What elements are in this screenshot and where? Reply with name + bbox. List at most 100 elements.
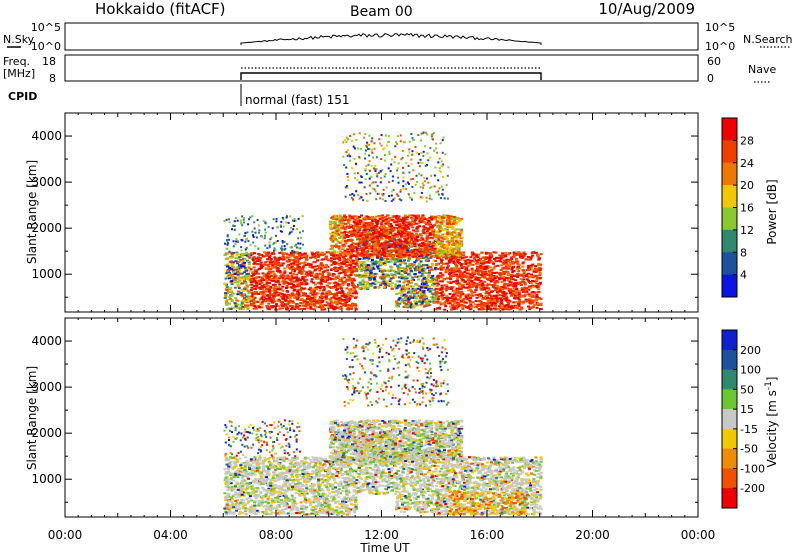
- echo-cell: [255, 275, 259, 278]
- echo-cell: [477, 279, 481, 282]
- echo-cell: [402, 290, 406, 293]
- echo-cell: [531, 299, 535, 302]
- echo-cell: [298, 285, 301, 288]
- echo-cell: [423, 253, 427, 256]
- echo-cell: [336, 288, 339, 290]
- echo-cell: [380, 270, 384, 273]
- echo-cell: [509, 293, 513, 296]
- echo-cell: [319, 267, 323, 270]
- echo-cell: [290, 278, 293, 281]
- echo-cell: [474, 294, 478, 296]
- echo-cell: [412, 306, 416, 309]
- echo-cell: [431, 237, 435, 240]
- echo-cell: [474, 276, 478, 279]
- echo-cell: [240, 265, 244, 268]
- echo-cell: [369, 278, 373, 281]
- echo-cell: [342, 304, 346, 307]
- date-title: 10/Aug/2009: [598, 0, 695, 18]
- echo-cell: [270, 274, 274, 277]
- echo-cell: [387, 275, 391, 278]
- echo-cell: [251, 259, 255, 262]
- echo-cell: [426, 276, 430, 279]
- echo-cell: [224, 258, 228, 260]
- echo-cell: [494, 288, 498, 291]
- echo-cell: [367, 231, 371, 234]
- echo-cell: [445, 269, 448, 272]
- echo-cell: [343, 273, 347, 275]
- echo-cell: [509, 305, 513, 308]
- echo-cell: [424, 287, 428, 289]
- echo-cell: [241, 275, 245, 278]
- echo-cell: [479, 270, 483, 273]
- echo-cell: [486, 273, 490, 276]
- echo-cell: [500, 299, 503, 301]
- echo-cell: [431, 281, 435, 284]
- echo-cell: [271, 279, 275, 282]
- echo-cell: [412, 304, 416, 306]
- echo-cell: [241, 299, 245, 302]
- echo-cell: [500, 264, 504, 267]
- freq-right-tick-top: 60: [707, 55, 721, 68]
- echo-cell: [494, 251, 498, 254]
- echo-cell: [391, 230, 395, 232]
- echo-cell: [397, 257, 401, 260]
- echo-cell: [411, 214, 415, 217]
- echo-cell: [315, 302, 319, 305]
- echo-cell: [337, 247, 341, 250]
- echo-cell: [318, 254, 322, 257]
- echo-cell: [302, 270, 306, 273]
- echo-cell: [249, 296, 253, 299]
- echo-cell: [371, 282, 375, 285]
- echo-cell: [345, 287, 349, 290]
- echo-cell: [290, 254, 294, 257]
- echo-cell: [362, 255, 365, 258]
- echo-cell: [511, 271, 515, 274]
- echo-cell: [430, 283, 434, 286]
- echo-cell: [456, 294, 460, 297]
- echo-cell: [480, 267, 484, 269]
- echo-cell: [248, 284, 252, 287]
- echo-cell: [440, 280, 444, 283]
- echo-cell: [433, 282, 437, 285]
- echo-cell: [244, 282, 248, 285]
- echo-cell: [307, 262, 311, 265]
- echo-cell: [478, 281, 482, 284]
- echo-cell: [251, 293, 255, 296]
- echo-cell: [390, 266, 394, 269]
- echo-cell: [513, 274, 517, 277]
- echo-cell: [498, 289, 502, 292]
- echo-cell: [224, 288, 228, 291]
- echo-cell: [333, 250, 337, 253]
- echo-cell: [421, 275, 425, 278]
- echo-cell: [389, 268, 393, 271]
- echo-cell: [336, 240, 340, 243]
- echo-cell: [240, 294, 244, 296]
- echo-cell: [449, 234, 452, 237]
- echo-cell: [446, 226, 450, 229]
- echo-cell: [486, 308, 490, 310]
- echo-cell: [236, 283, 240, 286]
- echo-cell: [487, 265, 491, 268]
- echo-cell: [325, 255, 328, 258]
- echo-cell: [461, 284, 465, 287]
- echo-cell: [456, 306, 460, 309]
- echo-cell: [426, 302, 430, 304]
- echo-cell: [297, 293, 300, 296]
- echo-cell: [496, 287, 500, 290]
- echo-cell: [226, 275, 230, 278]
- echo-cell: [514, 279, 518, 282]
- echo-cell: [242, 265, 246, 268]
- echo-cell: [255, 280, 259, 283]
- echo-cell: [451, 218, 455, 221]
- echo-cell: [348, 269, 352, 272]
- echo-cell: [229, 307, 233, 310]
- echo-cell: [421, 229, 425, 232]
- echo-cell: [451, 286, 455, 289]
- echo-cell: [480, 281, 484, 284]
- echo-cell: [484, 271, 487, 274]
- echo-cell: [376, 265, 380, 268]
- echo-cell: [481, 262, 485, 265]
- echo-cell: [245, 251, 249, 254]
- echo-cell: [476, 304, 480, 307]
- echo-cell: [500, 300, 504, 303]
